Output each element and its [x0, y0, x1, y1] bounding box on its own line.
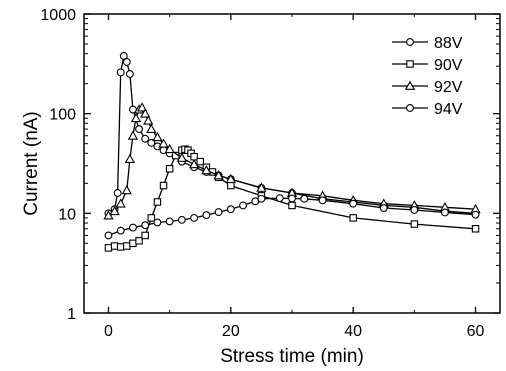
data-point — [135, 125, 144, 134]
legend-marker — [406, 38, 414, 46]
data-point — [158, 138, 169, 148]
data-point — [188, 159, 200, 169]
data-point — [275, 194, 284, 203]
legend-marker — [404, 80, 416, 90]
data-point — [152, 131, 163, 142]
data-point — [300, 194, 309, 203]
x-tick-label: 60 — [467, 323, 485, 340]
y-tick-label: 10 — [58, 206, 76, 223]
data-point — [153, 198, 162, 206]
data-point — [190, 213, 199, 222]
y-axis-label: Current (nA) — [21, 111, 42, 216]
data-point — [318, 196, 327, 205]
data-point — [141, 231, 149, 240]
y-tick-label: 1000 — [40, 7, 76, 24]
data-point — [164, 143, 175, 154]
data-point — [176, 152, 188, 162]
legend-marker — [406, 104, 414, 112]
data-point — [116, 68, 125, 77]
data-point — [122, 58, 131, 66]
data-point — [104, 244, 113, 252]
data-point — [202, 211, 211, 220]
data-point — [109, 205, 120, 216]
data-point — [177, 215, 186, 224]
legend: 88V 90V 92V 94V — [392, 35, 463, 118]
data-point — [104, 231, 113, 240]
data-point — [123, 242, 131, 250]
data-point — [471, 225, 480, 233]
data-point — [227, 181, 235, 190]
y-tick-label: 100 — [49, 107, 76, 124]
data-point — [103, 210, 114, 220]
data-point — [110, 242, 119, 250]
legend-entry: 88V — [392, 35, 463, 52]
x-axis-label: Stress time (min) — [220, 346, 364, 367]
data-point — [119, 51, 128, 60]
data-point — [147, 214, 156, 222]
data-point — [165, 217, 174, 226]
data-point — [116, 243, 125, 251]
data-point — [128, 223, 137, 232]
data-point — [471, 210, 480, 219]
data-point — [136, 102, 148, 112]
data-point — [159, 181, 168, 190]
data-point — [288, 194, 296, 203]
data-point — [214, 208, 223, 217]
data-point — [225, 173, 236, 184]
x-tick-label: 20 — [222, 323, 240, 340]
legend-label: 92V — [434, 79, 463, 96]
series-94V — [104, 194, 480, 240]
data-point — [124, 153, 136, 164]
data-point — [130, 112, 142, 123]
x-tick-label: 40 — [344, 323, 362, 340]
data-point — [125, 70, 134, 78]
data-point — [121, 185, 132, 195]
legend-label: 94V — [434, 101, 463, 118]
axis-ticks — [84, 13, 500, 314]
data-point — [239, 201, 248, 210]
legend-marker — [406, 60, 414, 68]
legend-label: 88V — [434, 35, 463, 52]
data-point — [127, 130, 139, 140]
legend-entry: 90V — [392, 57, 463, 74]
legend-entry: 92V — [392, 79, 463, 96]
data-point — [379, 204, 388, 212]
series-90V — [104, 145, 480, 252]
data-point — [440, 208, 449, 217]
data-point — [226, 205, 235, 214]
data-point — [349, 214, 357, 222]
data-point — [153, 218, 162, 227]
data-point — [116, 226, 125, 235]
data-point — [349, 199, 358, 208]
data-point — [196, 157, 204, 166]
data-point — [115, 198, 126, 208]
data-point — [141, 221, 150, 230]
data-point — [288, 201, 296, 210]
data-point — [141, 134, 150, 143]
data-point — [410, 220, 419, 228]
data-point — [213, 170, 224, 180]
data-point — [143, 115, 154, 125]
series-layer — [103, 51, 481, 252]
tick-labels: 0 20 40 60 1 10 100 1000 — [40, 7, 484, 340]
legend-entry: 94V — [392, 101, 463, 118]
data-point — [113, 189, 122, 197]
data-point — [190, 152, 198, 161]
data-point — [135, 237, 143, 245]
data-point — [257, 194, 266, 203]
y-tick-label: 1 — [67, 306, 76, 323]
legend-label: 90V — [434, 57, 463, 74]
data-point — [256, 182, 267, 192]
data-point — [146, 123, 157, 134]
data-point — [129, 239, 137, 248]
x-tick-label: 0 — [104, 323, 113, 340]
data-point — [140, 108, 151, 118]
data-point — [201, 165, 212, 175]
data-point — [410, 206, 419, 214]
data-point — [165, 165, 174, 173]
